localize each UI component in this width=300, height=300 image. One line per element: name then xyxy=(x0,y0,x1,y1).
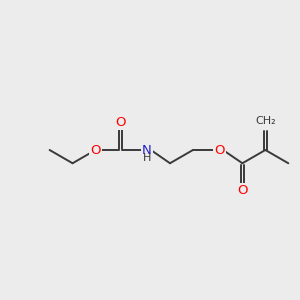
Text: O: O xyxy=(214,143,225,157)
Text: O: O xyxy=(237,184,248,197)
Text: O: O xyxy=(90,143,101,157)
Text: H: H xyxy=(143,153,151,163)
Text: N: N xyxy=(142,143,152,157)
Text: CH₂: CH₂ xyxy=(255,116,276,126)
Text: O: O xyxy=(115,116,126,129)
